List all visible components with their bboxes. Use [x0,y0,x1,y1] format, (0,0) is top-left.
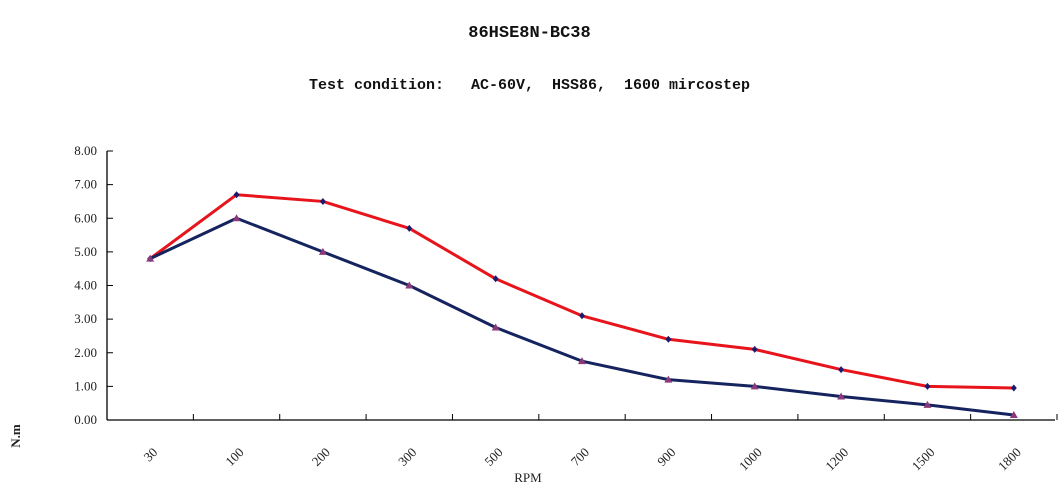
data-point-red [319,197,326,205]
y-tick-label: 5.00 [74,244,97,259]
y-axis-label: N.m [8,424,23,448]
x-tick-label: 200 [309,445,333,469]
data-point-navy [750,382,759,390]
data-point-navy [578,357,586,365]
y-tick-label: 3.00 [74,311,97,326]
chart-subtitle: Test condition: AC-60V, HSS86, 1600 mirc… [308,77,751,94]
data-point-navy [405,281,414,289]
data-point-navy [1009,410,1018,418]
data-point-navy [232,214,241,222]
data-point-red [751,345,758,353]
x-tick-label: 500 [481,445,505,469]
x-tick-label: 1800 [995,445,1024,474]
data-point-red [492,275,499,283]
data-point-red [579,312,585,320]
x-tick-label: 100 [222,445,246,469]
data-point-red [665,335,672,343]
data-point-navy [664,375,673,383]
x-tick-label: 1200 [822,445,851,474]
x-tick-label: 1000 [736,445,765,474]
data-point-red [233,191,240,199]
x-tick-label: 900 [654,445,678,469]
y-tick-label: 1.00 [74,378,97,393]
data-point-red [924,382,931,390]
data-point-navy [146,254,155,262]
y-tick-label: 7.00 [74,177,97,192]
x-tick-label: 1500 [909,445,938,474]
data-point-navy [837,392,846,400]
data-point-red [406,224,413,232]
data-point-navy [491,323,500,331]
x-tick-label: 30 [141,445,161,465]
x-axis-label: RPM [514,470,542,485]
y-tick-label: 2.00 [74,345,97,360]
y-tick-label: 6.00 [74,210,97,225]
data-point-red [1010,384,1017,392]
y-tick-label: 0.00 [74,412,97,427]
data-point-red [838,366,845,374]
y-tick-label: 8.00 [74,143,97,158]
x-tick-label: 300 [395,445,419,469]
y-tick-label: 4.00 [74,278,97,293]
data-point-navy [923,400,932,408]
data-point-navy [318,247,327,255]
x-tick-label: 700 [568,445,592,469]
chart-title: 86HSE8N-BC38 [468,24,591,43]
